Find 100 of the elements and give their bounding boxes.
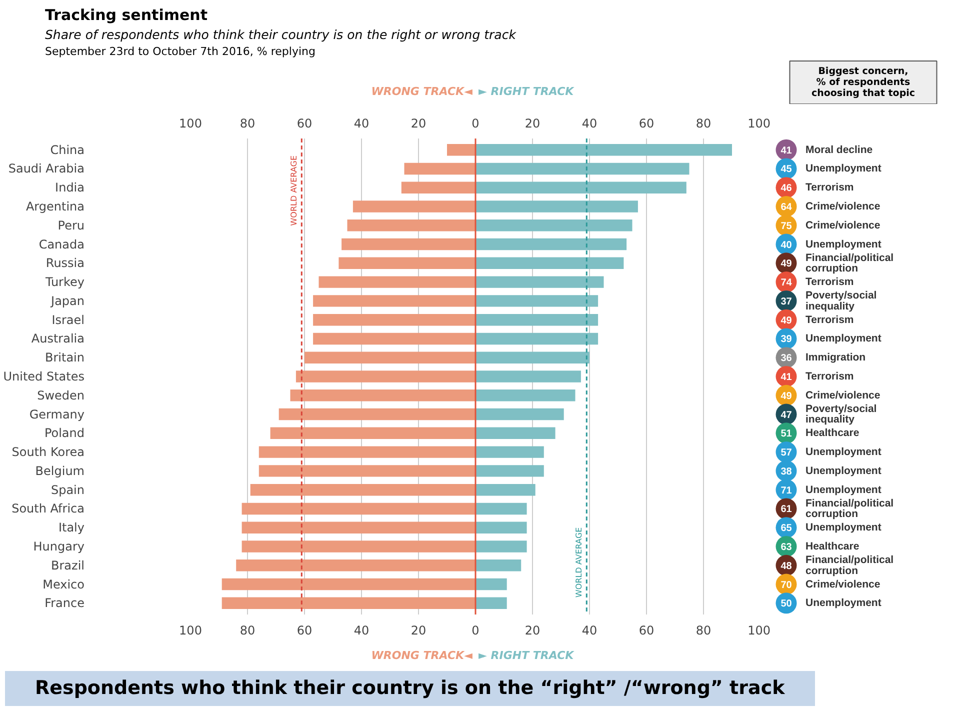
bar — [401, 182, 476, 194]
chart-subtitle: Share of respondents who think their country is on the right or wrong track — [45, 26, 516, 44]
y-tick-label: South Africa — [12, 502, 85, 516]
ref-line-label: WORLD AVERAGE — [290, 156, 299, 226]
data-label: 70 — [780, 580, 792, 591]
bar — [313, 314, 476, 326]
bar — [476, 578, 507, 590]
bar — [476, 352, 590, 364]
x2-tick-label: 80 — [240, 624, 256, 638]
x-tick-label: 60 — [296, 116, 312, 130]
x-tick-label: 100 — [748, 116, 770, 130]
data-label: 51 — [780, 428, 792, 440]
bar — [404, 162, 476, 175]
x-tick-label: 80 — [240, 116, 256, 130]
data-label: 41 — [780, 372, 792, 383]
bar — [476, 427, 556, 440]
category-label: Healthcare — [806, 427, 860, 440]
category-label: Unemployment — [806, 332, 882, 345]
bar — [242, 540, 476, 552]
bar — [222, 578, 476, 590]
data-label: 57 — [780, 448, 792, 459]
category-label: Financial/political corruption — [806, 497, 894, 520]
bar — [222, 597, 476, 610]
y-tick-label: Italy — [58, 520, 85, 535]
data-label: 37 — [780, 296, 792, 308]
y-tick-label: Saudi Arabia — [8, 162, 85, 176]
x-tick-label: 60 — [638, 116, 654, 130]
bar — [476, 540, 527, 552]
x-tick-label: 40 — [582, 116, 598, 130]
y-tick-label: Australia — [31, 332, 85, 346]
data-label: 63 — [780, 542, 792, 553]
y-tick-label: Belgium — [35, 464, 85, 478]
text: ► RIGHT TRACK — [478, 649, 576, 662]
x2-tick-label: 0 — [472, 624, 480, 638]
x2-tick-label: 40 — [582, 624, 598, 638]
data-label: 48 — [780, 560, 792, 572]
y-tick-label: Russia — [46, 256, 85, 270]
bar — [476, 257, 624, 270]
bar — [347, 220, 476, 232]
bar — [236, 560, 476, 572]
x2-tick-label: 20 — [524, 624, 540, 638]
category-label: Crime/violence — [806, 578, 880, 590]
x-tick-label: 40 — [354, 116, 370, 130]
x-tick-label: 80 — [696, 116, 712, 130]
bar — [476, 465, 544, 477]
bar — [313, 332, 476, 345]
x-tick-label: 20 — [524, 116, 540, 130]
bar — [476, 314, 598, 326]
y-tick-label: Sweden — [37, 388, 84, 402]
category-label: Unemployment — [806, 522, 882, 534]
bar — [476, 276, 604, 288]
x2-tick-label: 80 — [696, 624, 712, 638]
x2-tick-label: 60 — [296, 624, 312, 638]
data-label: 61 — [780, 504, 792, 516]
ref-line-label: WORLD AVERAGE — [574, 527, 584, 598]
x2-tick-label: 100 — [748, 624, 770, 638]
data-label: 39 — [780, 334, 792, 346]
text: September 23rd to October 7th 2016, % replying — [45, 44, 316, 60]
data-label: 40 — [780, 240, 792, 251]
text: Biggest concern, % of respondents choosing that topic — [811, 66, 916, 99]
bar — [476, 144, 732, 156]
y-tick-label: Hungary — [33, 540, 85, 554]
category-label: Moral decline — [806, 144, 873, 156]
bar — [476, 200, 638, 212]
text: Respondents who think their country is on the “right” /“wrong” track — [5, 671, 815, 706]
bar — [242, 522, 476, 534]
bar — [313, 295, 476, 307]
y-tick-label: Israel — [52, 312, 84, 327]
y-tick-label: Britain — [45, 350, 84, 365]
x-tick-label: 0 — [472, 116, 480, 130]
data-label: 49 — [780, 315, 792, 326]
bar — [476, 220, 632, 232]
bar — [352, 200, 476, 212]
y-tick-label: Brazil — [51, 558, 85, 572]
data-label: 50 — [780, 598, 792, 610]
y-tick-label: Peru — [58, 218, 85, 232]
bar — [476, 182, 686, 194]
category-label: Financial/political corruption — [806, 554, 894, 577]
y-tick-label: India — [55, 180, 85, 195]
y-tick-label: Turkey — [44, 275, 85, 290]
bar — [447, 144, 476, 156]
bar — [290, 390, 476, 402]
data-label: 49 — [780, 390, 792, 402]
x2-tick-label: 40 — [354, 624, 370, 638]
y-tick-label: United States — [3, 370, 85, 384]
category-label: Immigration — [806, 352, 866, 364]
data-label: 36 — [780, 353, 792, 364]
bar — [476, 522, 527, 534]
bar — [476, 390, 576, 402]
bar — [476, 332, 598, 345]
bar — [476, 238, 627, 250]
x2-tick-label: 60 — [638, 624, 654, 638]
y-tick-label: Mexico — [42, 577, 85, 592]
bar — [318, 276, 476, 288]
text: WRONG TRACK◄ — [371, 649, 474, 662]
data-label: 49 — [780, 258, 792, 270]
data-label: 47 — [780, 410, 792, 421]
data-label: 45 — [780, 164, 792, 176]
category-label: Unemployment — [806, 597, 882, 610]
data-label: 38 — [780, 466, 792, 478]
